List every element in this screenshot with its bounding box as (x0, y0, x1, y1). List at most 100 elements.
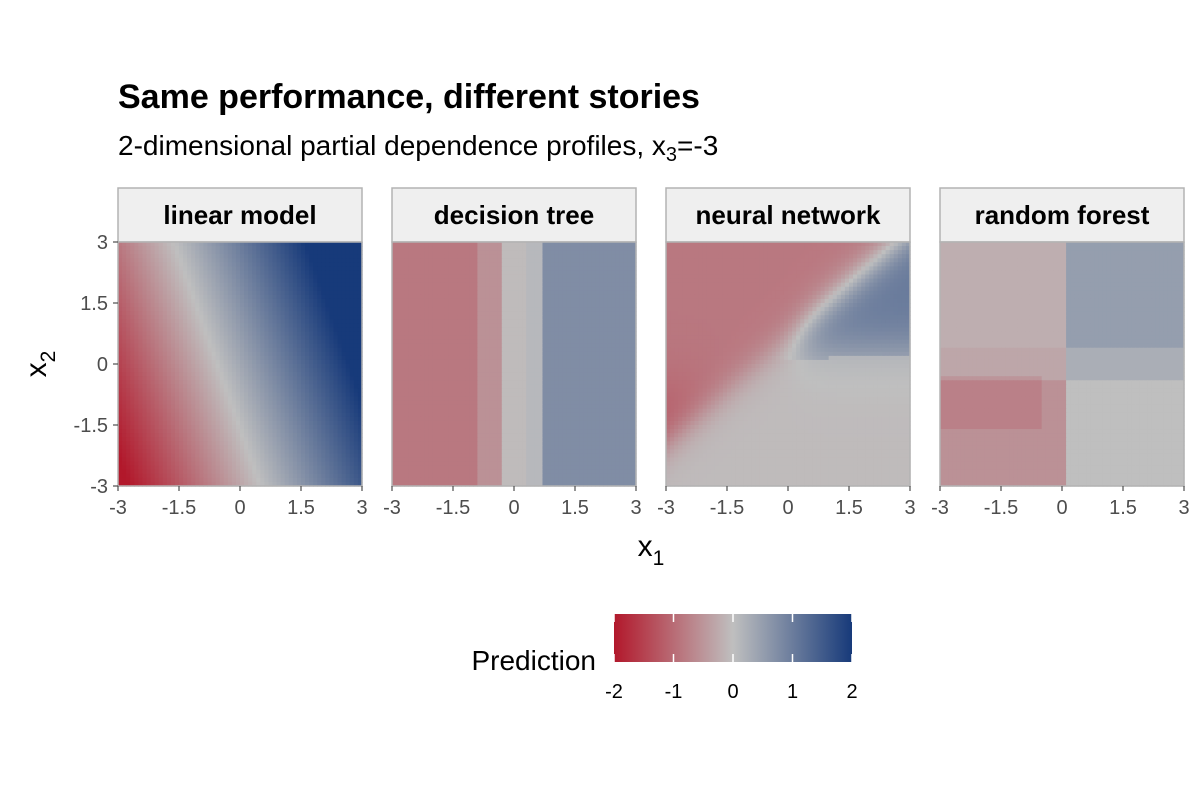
heatmap-tile (195, 290, 200, 296)
heatmap-tile (227, 416, 233, 422)
heatmap-tile (301, 433, 306, 438)
heatmap-tile (187, 258, 192, 263)
heatmap-tile (134, 368, 139, 373)
heatmap-tile (493, 311, 499, 316)
heatmap-tile (244, 445, 249, 450)
heatmap-tile (187, 384, 192, 389)
heatmap-tile (183, 461, 188, 467)
heatmap-tile (554, 323, 560, 328)
heatmap-tile (321, 412, 326, 418)
heatmap-tile (424, 278, 430, 284)
heatmap-tile (321, 351, 326, 357)
heatmap-tile (522, 307, 527, 312)
heatmap-tile (296, 335, 302, 341)
heatmap-tile (325, 388, 331, 394)
heatmap-tile (256, 355, 261, 361)
heatmap-tile (341, 364, 347, 369)
heatmap-tile (118, 473, 123, 479)
heatmap-tile (118, 469, 123, 475)
heatmap-tile (150, 282, 156, 288)
heatmap-tile (142, 372, 148, 377)
heatmap-tile (183, 437, 188, 442)
heatmap-tile (570, 246, 576, 251)
heatmap-tile (219, 465, 225, 471)
heatmap-tile (595, 278, 600, 284)
heatmap-tile (465, 274, 470, 280)
heatmap-tile (305, 376, 310, 381)
heatmap-tile (158, 298, 164, 304)
heatmap-tile (611, 290, 617, 296)
heatmap-tile (558, 303, 564, 308)
heatmap-tile (150, 266, 156, 272)
heatmap-tile (309, 364, 314, 369)
heatmap-tile (191, 461, 196, 467)
heatmap-tile (268, 278, 274, 284)
heatmap-tile (264, 307, 270, 312)
heatmap-tile (235, 461, 241, 467)
heatmap-tile (301, 307, 306, 312)
heatmap-tile (284, 404, 290, 410)
heatmap-tile (505, 282, 511, 288)
heatmap-tile (489, 323, 495, 328)
heatmap-tile (203, 359, 209, 365)
heatmap-tile (329, 384, 335, 389)
heatmap-tile (485, 278, 491, 284)
heatmap-tile (284, 315, 290, 320)
heatmap-tile (146, 335, 152, 341)
heatmap-tile (166, 445, 172, 450)
heatmap-tile (223, 266, 229, 272)
heatmap-tile (170, 294, 176, 300)
heatmap-tile (215, 323, 221, 328)
heatmap-tile (309, 408, 314, 414)
heatmap-tile (158, 368, 164, 373)
heatmap-tile (199, 290, 204, 296)
heatmap-tile (134, 311, 139, 316)
heatmap-tile (570, 274, 576, 280)
heatmap-tile (219, 392, 225, 398)
heatmap-tile (174, 262, 180, 267)
heatmap-tile (219, 274, 225, 280)
heatmap-tile (231, 400, 237, 406)
heatmap-tile (276, 408, 282, 414)
heatmap-tile (231, 429, 237, 434)
heatmap-tile (134, 433, 139, 438)
heatmap-tile (570, 278, 576, 284)
heatmap-tile (579, 290, 584, 296)
heatmap-tile (599, 282, 605, 288)
heatmap-tile (321, 425, 326, 430)
heatmap-tile (615, 323, 621, 328)
heatmap-tile (276, 416, 282, 422)
heatmap-tile (122, 262, 127, 267)
heatmap-tile (321, 298, 326, 304)
heatmap-tile (122, 359, 127, 365)
heatmap-tile (142, 469, 148, 475)
heatmap-tile (138, 351, 143, 357)
heatmap-tile (248, 481, 253, 487)
heatmap-tile (244, 343, 249, 349)
heatmap-tile (227, 303, 233, 308)
heatmap-tile (542, 270, 548, 276)
heatmap-tile (469, 266, 474, 272)
heatmap-tile (248, 388, 253, 394)
heatmap-tile (162, 343, 168, 349)
heatmap-tile (179, 408, 184, 414)
heatmap-tile (349, 355, 355, 361)
heatmap-tile (627, 294, 633, 300)
heatmap-tile (575, 311, 580, 316)
heatmap-tile (505, 266, 511, 272)
heatmap-tile (301, 278, 306, 284)
heatmap-tile (501, 242, 507, 247)
heatmap-tile (349, 481, 355, 487)
heatmap-tile (603, 270, 609, 276)
heatmap-tile (489, 286, 495, 292)
heatmap-tile (603, 319, 609, 324)
heatmap-tile (357, 339, 363, 345)
heatmap-tile (538, 258, 544, 263)
heatmap-tile (276, 270, 282, 276)
heatmap-tile (554, 311, 560, 316)
heatmap-tile (207, 380, 213, 385)
heatmap-tile (505, 319, 511, 324)
heatmap-tile (337, 461, 343, 467)
heatmap-tile (146, 376, 152, 381)
